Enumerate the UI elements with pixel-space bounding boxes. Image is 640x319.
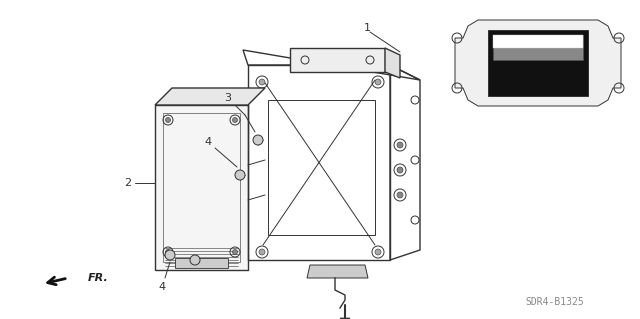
Circle shape — [190, 255, 200, 265]
Polygon shape — [488, 30, 588, 96]
Circle shape — [397, 142, 403, 148]
Polygon shape — [175, 258, 228, 268]
Text: FR.: FR. — [88, 273, 109, 283]
Circle shape — [397, 192, 403, 198]
Polygon shape — [385, 48, 400, 78]
Circle shape — [375, 79, 381, 85]
Text: 1: 1 — [364, 23, 371, 33]
Polygon shape — [493, 35, 583, 48]
Circle shape — [232, 249, 237, 255]
Polygon shape — [155, 88, 265, 105]
Polygon shape — [307, 265, 368, 278]
Circle shape — [166, 249, 170, 255]
Circle shape — [165, 250, 175, 260]
Polygon shape — [493, 35, 583, 60]
Circle shape — [397, 167, 403, 173]
Circle shape — [259, 249, 265, 255]
Circle shape — [259, 79, 265, 85]
Text: SDR4-B1325: SDR4-B1325 — [525, 297, 584, 307]
Circle shape — [166, 117, 170, 122]
Text: 4: 4 — [159, 282, 166, 292]
Polygon shape — [290, 48, 385, 72]
Circle shape — [232, 117, 237, 122]
Polygon shape — [155, 105, 248, 270]
Circle shape — [375, 249, 381, 255]
Circle shape — [235, 170, 245, 180]
Text: 3: 3 — [225, 93, 232, 103]
Text: 4: 4 — [204, 137, 212, 147]
Circle shape — [253, 135, 263, 145]
Polygon shape — [455, 20, 621, 106]
Polygon shape — [340, 318, 350, 319]
Text: 2: 2 — [124, 178, 132, 188]
